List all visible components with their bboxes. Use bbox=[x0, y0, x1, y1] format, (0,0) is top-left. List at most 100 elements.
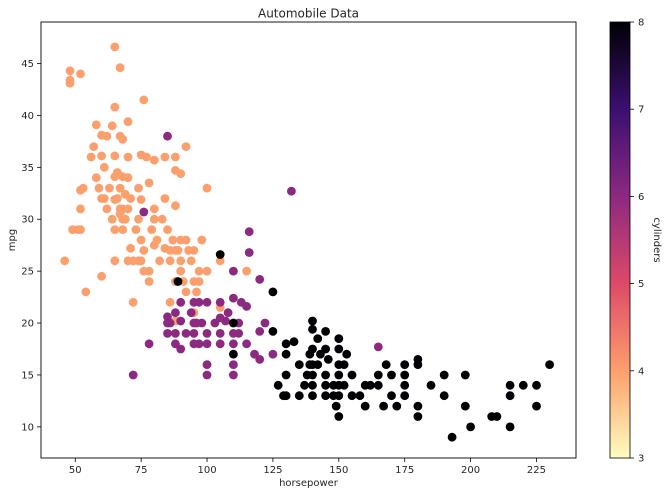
data-point-8-cyl bbox=[289, 337, 299, 347]
x-tick-label: 175 bbox=[395, 465, 414, 476]
data-point-6-cyl bbox=[194, 339, 204, 349]
data-point-4-cyl bbox=[142, 152, 151, 162]
x-axis-title: horsepower bbox=[279, 478, 339, 489]
data-point-6-cyl bbox=[176, 316, 186, 326]
data-point-4-cyl bbox=[81, 287, 91, 297]
data-point-8-cyl bbox=[505, 380, 515, 390]
data-point-6-cyl bbox=[210, 318, 220, 328]
data-point-6-cyl bbox=[139, 207, 149, 217]
data-point-6-cyl bbox=[268, 349, 278, 359]
data-point-6-cyl bbox=[189, 329, 199, 338]
data-point-4-cyl bbox=[123, 117, 133, 127]
chart-title: Automobile Data bbox=[258, 7, 359, 21]
data-point-4-cyl bbox=[105, 183, 114, 193]
data-point-6-cyl bbox=[244, 248, 254, 257]
data-point-6-cyl bbox=[144, 339, 154, 349]
data-point-8-cyl bbox=[334, 412, 344, 421]
data-point-4-cyl bbox=[126, 194, 135, 203]
data-point-4-cyl bbox=[115, 183, 125, 193]
colorbar-tick-label: 3 bbox=[638, 454, 644, 465]
data-point-4-cyl bbox=[123, 152, 133, 162]
data-point-4-cyl bbox=[131, 225, 141, 235]
data-point-6-cyl bbox=[171, 339, 180, 349]
data-point-8-cyl bbox=[313, 334, 323, 343]
data-point-8-cyl bbox=[447, 432, 457, 442]
data-point-4-cyl bbox=[91, 173, 101, 183]
colorbar-tick-label: 5 bbox=[638, 279, 644, 290]
data-point-4-cyl bbox=[110, 151, 120, 161]
data-point-6-cyl bbox=[202, 360, 212, 369]
x-tick-label: 125 bbox=[263, 465, 282, 476]
y-tick-label: 25 bbox=[21, 267, 34, 278]
data-point-8-cyl bbox=[321, 327, 330, 336]
data-point-4-cyl bbox=[118, 225, 128, 235]
data-point-8-cyl bbox=[300, 380, 309, 390]
data-point-8-cyl bbox=[413, 401, 423, 411]
data-point-8-cyl bbox=[439, 370, 449, 380]
data-point-4-cyl bbox=[110, 42, 120, 52]
colorbar-ticks: 3 4 5 6 7 8 bbox=[630, 18, 644, 465]
data-point-8-cyl bbox=[268, 327, 278, 336]
data-point-8-cyl bbox=[215, 250, 225, 259]
data-point-4-cyl bbox=[149, 214, 159, 224]
data-point-4-cyl bbox=[115, 63, 125, 73]
data-point-8-cyl bbox=[439, 391, 449, 401]
y-axis-title: mpg bbox=[7, 229, 18, 251]
data-point-8-cyl bbox=[505, 391, 515, 401]
data-point-4-cyl bbox=[91, 120, 101, 130]
data-point-8-cyl bbox=[392, 401, 402, 411]
data-point-4-cyl bbox=[181, 287, 191, 297]
data-point-8-cyl bbox=[400, 391, 410, 401]
data-point-4-cyl bbox=[65, 66, 75, 76]
data-point-4-cyl bbox=[139, 246, 149, 255]
y-tick-label: 30 bbox=[21, 215, 34, 226]
data-point-6-cyl bbox=[215, 329, 225, 338]
colorbar-tick-label: 6 bbox=[638, 192, 644, 203]
data-point-4-cyl bbox=[123, 204, 133, 214]
data-point-6-cyl bbox=[202, 339, 212, 349]
data-point-4-cyl bbox=[102, 131, 112, 141]
data-point-6-cyl bbox=[176, 297, 186, 307]
points-layer bbox=[60, 42, 554, 442]
data-point-6-cyl bbox=[163, 329, 172, 338]
data-point-8-cyl bbox=[313, 360, 323, 369]
data-point-4-cyl bbox=[168, 235, 178, 245]
data-point-8-cyl bbox=[316, 349, 325, 359]
data-point-8-cyl bbox=[281, 339, 291, 349]
data-point-6-cyl bbox=[373, 342, 383, 352]
data-point-4-cyl bbox=[134, 183, 143, 193]
data-point-8-cyl bbox=[321, 391, 330, 401]
data-point-8-cyl bbox=[281, 370, 291, 380]
axes: 50 75 100 125 150 175 200 225 10 15 20 25 30 35 40 45 bbox=[21, 59, 546, 476]
data-point-4-cyl bbox=[126, 243, 135, 253]
data-point-4-cyl bbox=[118, 134, 128, 144]
data-point-8-cyl bbox=[518, 380, 528, 390]
data-point-8-cyl bbox=[400, 370, 410, 380]
data-point-6-cyl bbox=[128, 370, 138, 380]
data-point-8-cyl bbox=[342, 349, 352, 359]
data-point-8-cyl bbox=[334, 370, 344, 380]
data-point-4-cyl bbox=[134, 214, 143, 224]
data-point-8-cyl bbox=[308, 316, 317, 326]
data-point-4-cyl bbox=[147, 225, 157, 235]
data-point-4-cyl bbox=[144, 277, 154, 286]
data-point-8-cyl bbox=[492, 412, 502, 421]
x-tick-label: 225 bbox=[527, 465, 546, 476]
data-point-8-cyl bbox=[532, 380, 541, 390]
data-point-8-cyl bbox=[413, 412, 423, 421]
data-point-8-cyl bbox=[308, 324, 317, 334]
plot-area-frame bbox=[40, 21, 577, 459]
x-tick-label: 75 bbox=[135, 465, 148, 476]
data-point-4-cyl bbox=[128, 297, 138, 307]
data-point-8-cyl bbox=[379, 401, 388, 411]
data-point-8-cyl bbox=[308, 391, 317, 401]
data-point-6-cyl bbox=[194, 297, 204, 307]
y-tick-label: 40 bbox=[21, 111, 34, 122]
data-point-6-cyl bbox=[171, 308, 180, 318]
data-point-8-cyl bbox=[460, 370, 470, 380]
data-point-8-cyl bbox=[323, 355, 333, 364]
data-point-8-cyl bbox=[321, 380, 330, 390]
data-point-4-cyl bbox=[194, 266, 204, 276]
data-point-4-cyl bbox=[186, 256, 196, 266]
data-point-6-cyl bbox=[229, 370, 238, 380]
